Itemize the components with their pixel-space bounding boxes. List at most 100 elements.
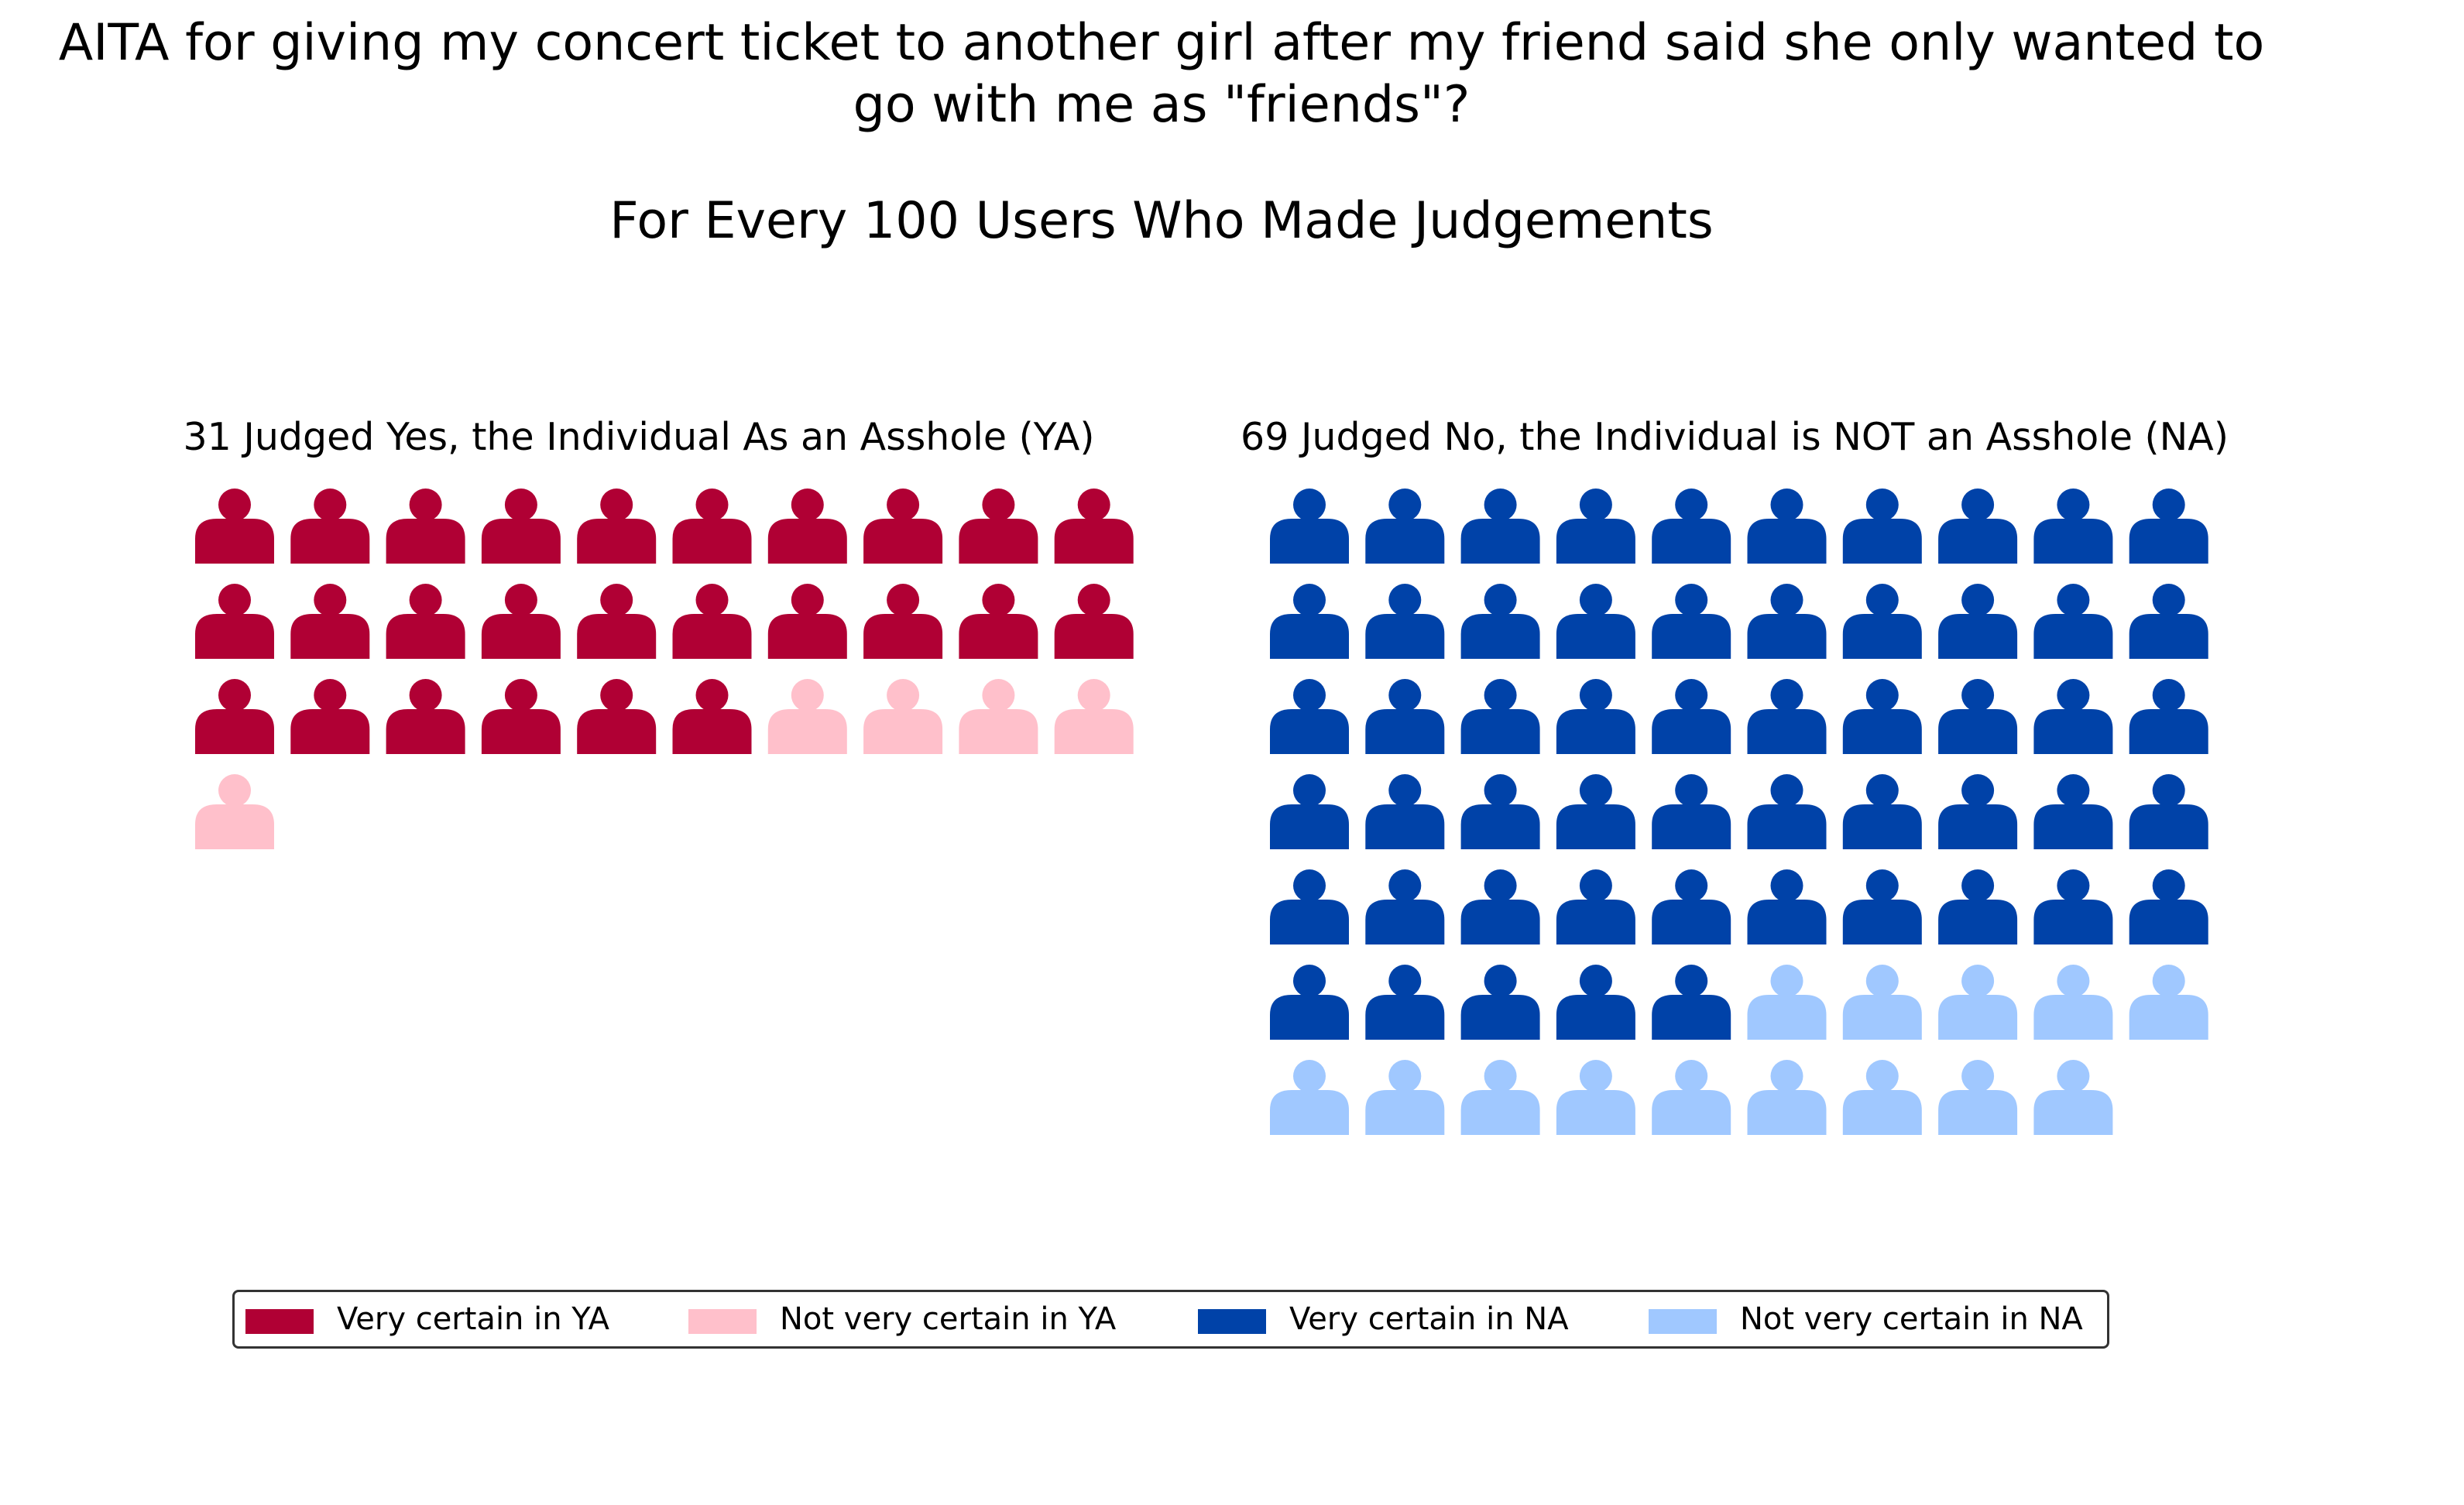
person-icon-ya-21 [195,679,274,754]
person-icon-ya-31 [195,774,274,849]
person-icon-ya-1 [195,489,274,564]
person-icon-na-23 [1460,679,1540,754]
person-icon-na-19 [2033,584,2113,659]
person-icon-ya-5 [577,489,657,564]
person-icon-na-1 [1270,489,1349,564]
person-icon-ya-4 [481,489,561,564]
legend-swatch-very-certain-na [1198,1309,1266,1334]
person-icon-na-45 [1652,869,1731,944]
person-icon-na-42 [1365,869,1445,944]
chart-subtitle: For Every 100 Users Who Made Judgements [609,192,1714,250]
person-icon-na-36 [1747,774,1827,849]
person-icon-na-38 [1938,774,2018,849]
person-icon-na-59 [2033,965,2113,1040]
person-icon-na-57 [1842,965,1922,1040]
person-icon-na-34 [1556,774,1635,849]
person-icon-na-50 [2129,869,2208,944]
person-icon-na-22 [1365,679,1445,754]
person-icon-na-64 [1556,1060,1635,1135]
person-icon-ya-2 [290,489,370,564]
person-icon-na-18 [1938,584,2018,659]
person-icon-na-49 [2033,869,2113,944]
legend-swatch-not-very-certain-na [1649,1309,1717,1334]
person-icon-na-68 [1938,1060,2018,1135]
panel-ya-icons [195,489,1134,849]
person-icon-ya-24 [481,679,561,754]
person-icon-na-8 [1938,489,2018,564]
person-icon-na-27 [1842,679,1922,754]
person-icon-ya-8 [863,489,943,564]
legend-label-very-certain-ya: Very certain in YA [337,1301,609,1337]
person-icon-na-11 [1270,584,1349,659]
person-icon-ya-12 [290,584,370,659]
person-icon-ya-9 [959,489,1038,564]
person-icon-na-24 [1556,679,1635,754]
panel-title-na: 69 Judged No, the Individual is NOT an A… [1241,415,2229,459]
person-icon-na-46 [1747,869,1827,944]
person-icon-na-41 [1270,869,1349,944]
person-icon-na-43 [1460,869,1540,944]
person-icon-ya-23 [386,679,465,754]
person-icon-ya-30 [1054,679,1134,754]
person-icon-na-55 [1652,965,1731,1040]
person-icon-ya-16 [672,584,752,659]
person-icon-na-6 [1747,489,1827,564]
person-icon-na-44 [1556,869,1635,944]
person-icon-na-51 [1270,965,1349,1040]
person-icon-na-47 [1842,869,1922,944]
person-icon-na-16 [1747,584,1827,659]
person-icon-ya-10 [1054,489,1134,564]
person-icon-ya-15 [577,584,657,659]
person-icon-ya-26 [672,679,752,754]
person-icon-na-10 [2129,489,2208,564]
person-icon-na-35 [1652,774,1731,849]
person-icon-na-48 [1938,869,2018,944]
person-icon-ya-11 [195,584,274,659]
person-icon-ya-29 [959,679,1038,754]
person-icon-na-32 [1365,774,1445,849]
person-icon-na-13 [1460,584,1540,659]
person-icon-na-31 [1270,774,1349,849]
person-icon-na-58 [1938,965,2018,1040]
person-icon-na-12 [1365,584,1445,659]
person-icon-na-54 [1556,965,1635,1040]
person-icon-na-62 [1365,1060,1445,1135]
person-icon-na-9 [2033,489,2113,564]
person-icon-na-5 [1652,489,1731,564]
person-icon-na-39 [2033,774,2113,849]
panel-na-icons [1270,489,2208,1135]
person-icon-na-69 [2033,1060,2113,1135]
legend-label-very-certain-na: Very certain in NA [1289,1301,1569,1337]
person-icon-na-33 [1460,774,1540,849]
chart-title-line-1: AITA for giving my concert ticket to ano… [58,14,2265,72]
person-icon-ya-27 [767,679,847,754]
person-icon-ya-19 [959,584,1038,659]
person-icon-na-3 [1460,489,1540,564]
legend-label-not-very-certain-ya: Not very certain in YA [780,1301,1117,1337]
person-icon-na-2 [1365,489,1445,564]
person-icon-na-66 [1747,1060,1827,1135]
legend-swatch-not-very-certain-ya [688,1309,757,1334]
person-icon-na-29 [2033,679,2113,754]
person-icon-na-37 [1842,774,1922,849]
person-icon-na-7 [1842,489,1922,564]
person-icon-na-61 [1270,1060,1349,1135]
person-icon-na-52 [1365,965,1445,1040]
person-icon-na-30 [2129,679,2208,754]
person-icon-ya-22 [290,679,370,754]
person-icon-ya-14 [481,584,561,659]
person-icon-na-21 [1270,679,1349,754]
person-icon-na-67 [1842,1060,1922,1135]
person-icon-na-60 [2129,965,2208,1040]
legend: Very certain in YA Not very certain in Y… [232,1290,2109,1349]
person-icon-na-4 [1556,489,1635,564]
legend-label-not-very-certain-na: Not very certain in NA [1740,1301,2083,1337]
person-icon-ya-6 [672,489,752,564]
person-icon-na-20 [2129,584,2208,659]
person-icon-na-40 [2129,774,2208,849]
person-icon-ya-25 [577,679,657,754]
person-icon-na-63 [1460,1060,1540,1135]
person-icon-na-26 [1747,679,1827,754]
person-icon-ya-3 [386,489,465,564]
